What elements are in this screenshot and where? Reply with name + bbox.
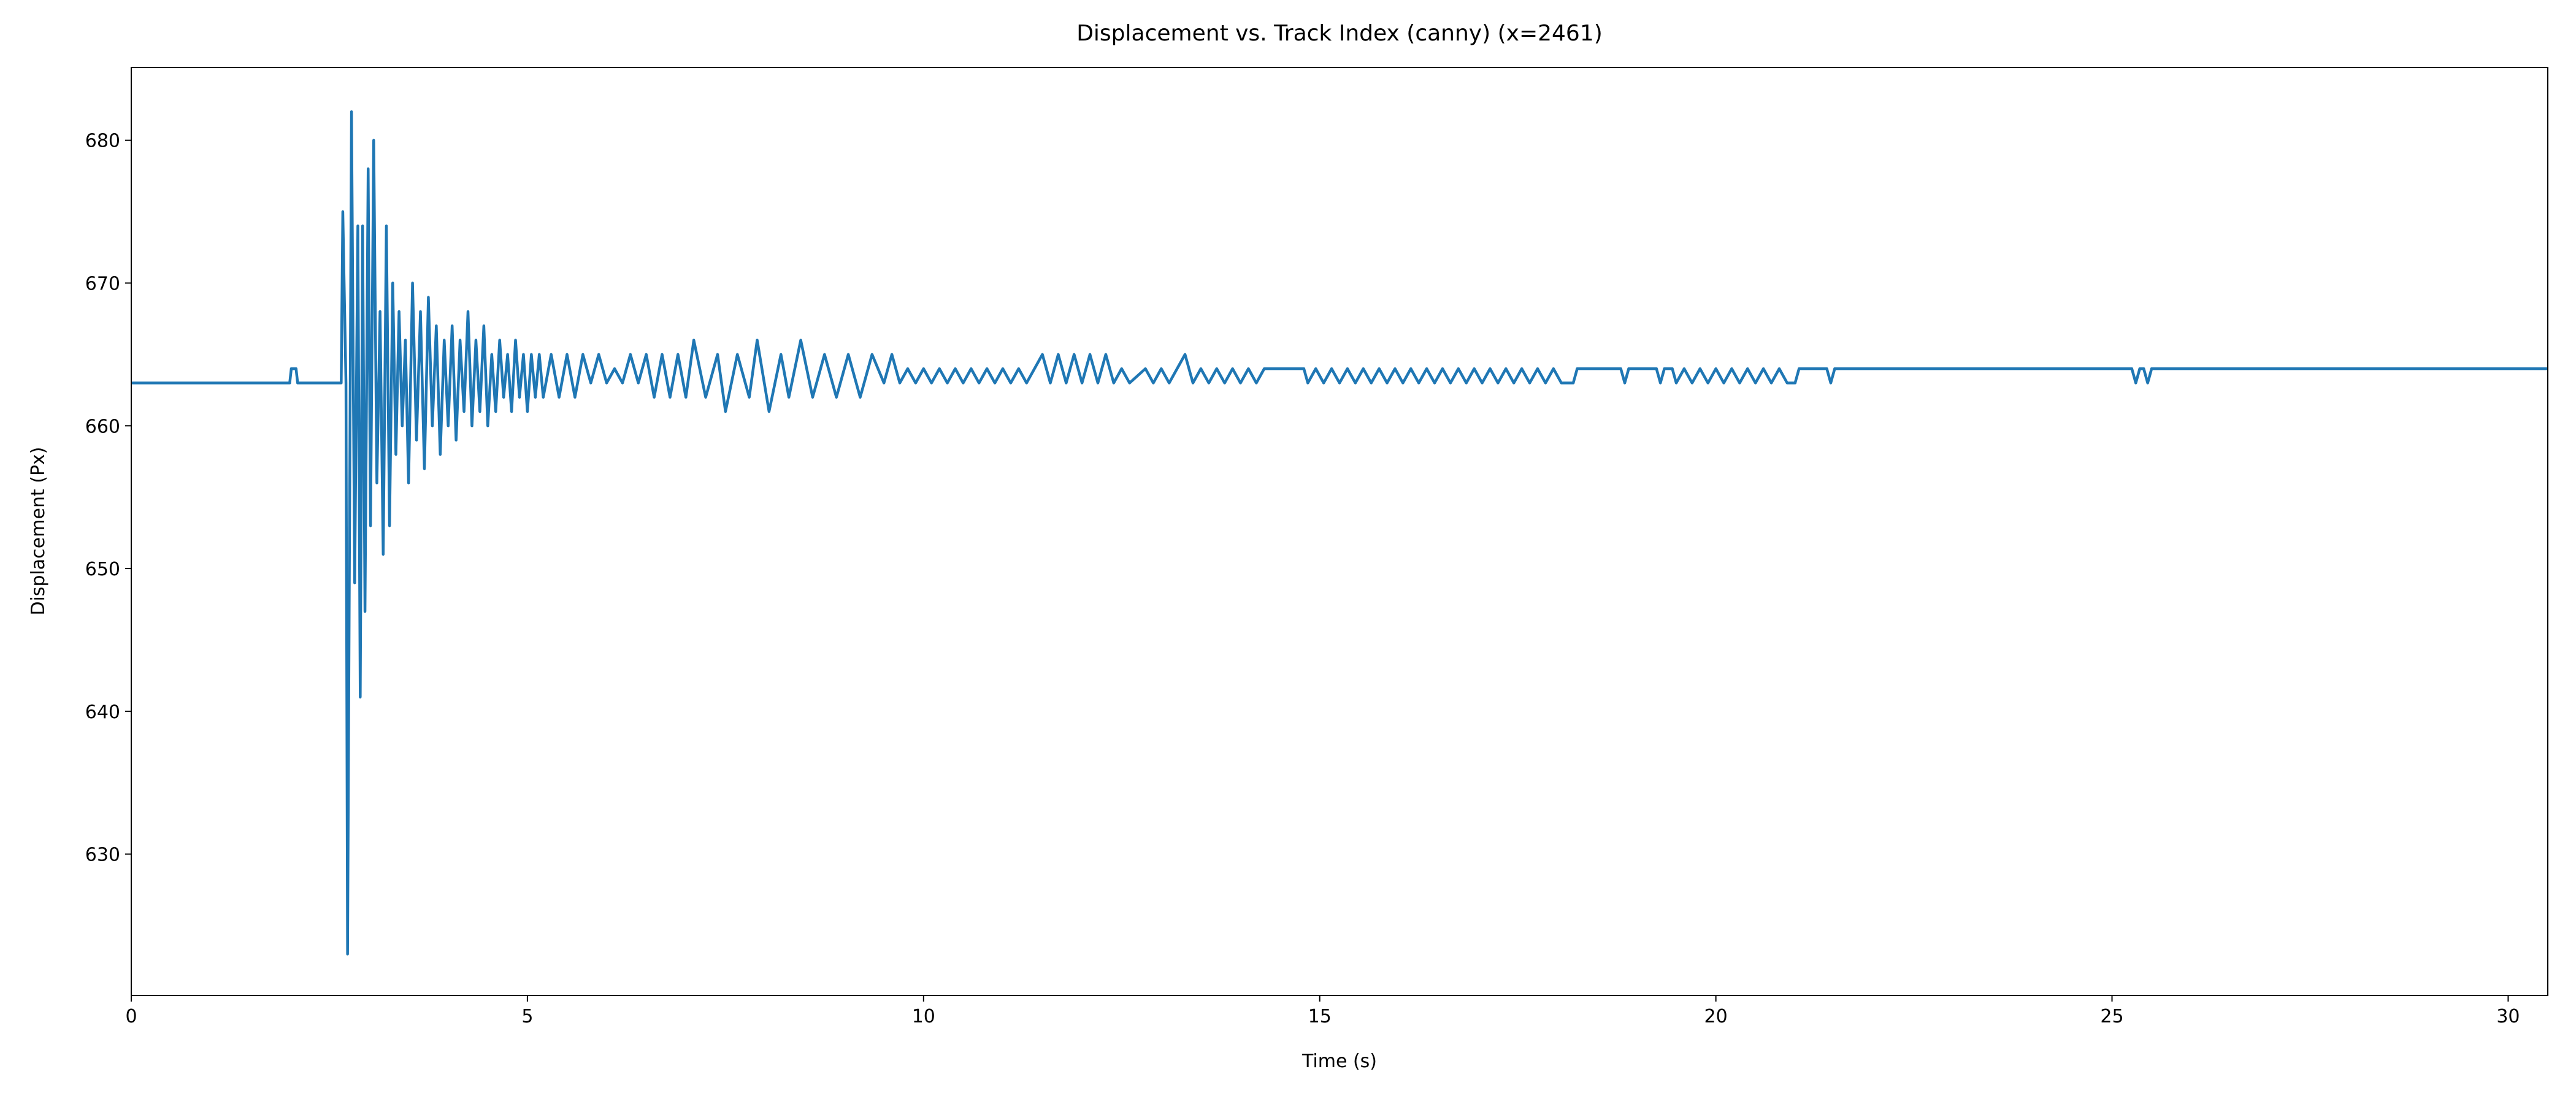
plot-frame	[131, 67, 2548, 996]
data-line	[131, 110, 2548, 956]
x-axis-label: Time (s)	[1301, 1051, 1377, 1072]
chart-title: Displacement vs. Track Index (canny) (x=…	[1076, 21, 1603, 46]
y-tick-label: 640	[85, 702, 120, 723]
y-axis-label: Displacement (Px)	[28, 447, 49, 615]
y-tick-label: 660	[85, 416, 120, 437]
x-tick-label: 25	[2100, 1006, 2123, 1027]
y-tick-label: 630	[85, 845, 120, 866]
y-tick-label: 670	[85, 273, 120, 294]
x-tick-label: 10	[912, 1006, 935, 1027]
y-tick-label: 680	[85, 131, 120, 152]
x-tick-label: 20	[1704, 1006, 1728, 1027]
x-tick-label: 5	[521, 1006, 533, 1027]
x-tick-label: 30	[2496, 1006, 2520, 1027]
x-tick-label: 0	[125, 1006, 137, 1027]
y-tick-label: 650	[85, 559, 120, 580]
x-tick-label: 15	[1308, 1006, 1332, 1027]
